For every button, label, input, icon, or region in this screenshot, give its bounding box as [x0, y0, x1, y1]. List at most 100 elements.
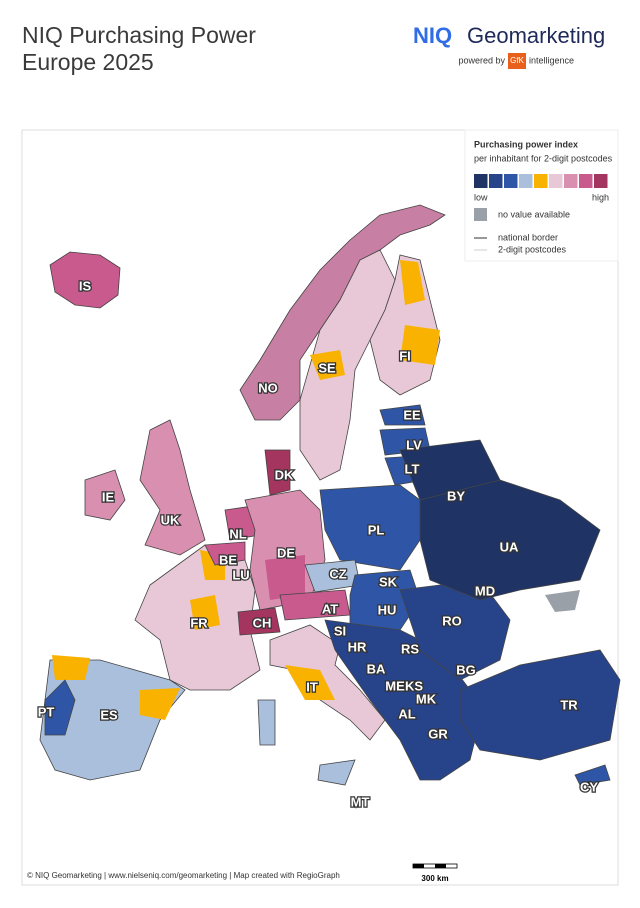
scale-bar — [412, 863, 458, 869]
country-label: IE — [102, 489, 115, 504]
legend-swatch — [594, 174, 608, 188]
country-shape — [299, 249, 396, 481]
country-label: AL — [398, 706, 415, 721]
map — [39, 204, 621, 786]
country-shape — [459, 649, 621, 761]
legend-swatch — [474, 174, 488, 188]
country-shape — [204, 541, 246, 566]
country-label: SK — [379, 574, 398, 589]
country-label: ME — [385, 678, 405, 693]
region — [285, 665, 335, 700]
brand-niq: NIQ — [413, 23, 452, 48]
scale-label: 300 km — [421, 874, 448, 883]
legend-subtitle: per inhabitant for 2-digit postcodes — [474, 153, 613, 163]
legend-low: low — [474, 192, 488, 202]
country-label: CH — [253, 615, 272, 630]
region — [310, 350, 345, 380]
legend-postcodes: 2-digit postcodes — [498, 244, 567, 254]
region — [400, 260, 425, 305]
country-label: HU — [378, 602, 397, 617]
country-label: HR — [348, 639, 367, 654]
gfk: GfK — [510, 56, 524, 65]
legend-title: Purchasing power index — [474, 139, 578, 149]
legend-swatch — [489, 174, 503, 188]
no-value-area — [545, 590, 580, 612]
country-label: NL — [229, 526, 246, 541]
country-shape — [84, 469, 126, 521]
country-label: UK — [161, 512, 180, 527]
legend-swatch — [519, 174, 533, 188]
country-shape — [279, 589, 351, 621]
region — [140, 688, 180, 720]
country-shape — [317, 759, 356, 786]
country-shape — [44, 679, 76, 736]
legend-box — [464, 129, 619, 262]
region — [52, 655, 90, 680]
country-label: CY — [580, 779, 598, 794]
country-label: IT — [306, 679, 318, 694]
region — [190, 595, 220, 630]
legend-swatch — [504, 174, 518, 188]
country-label: FR — [190, 615, 208, 630]
country-shape — [49, 251, 121, 309]
legend-no-value: no value available — [498, 209, 570, 219]
country-shape — [257, 699, 276, 746]
scale-bar-segment — [413, 864, 424, 868]
country-label: PT — [38, 704, 55, 719]
title: NIQ Purchasing Power — [22, 22, 256, 48]
country-shape — [419, 479, 601, 601]
country-label: MK — [416, 691, 437, 706]
gfk-logo — [508, 53, 526, 69]
country-label: SE — [318, 360, 336, 375]
country-label: GR — [428, 726, 448, 741]
legend-swatch — [579, 174, 593, 188]
country-labels: IS NO SE FI EE LV LT DK IE UK NL BE LU D… — [36, 277, 599, 811]
intelligence: intelligence — [529, 55, 574, 65]
country-label: ES — [100, 707, 118, 722]
country-label: BY — [447, 488, 465, 503]
country-label: UA — [500, 539, 519, 554]
country-label: BG — [456, 662, 476, 677]
country-label: MT — [351, 794, 370, 809]
country-label: NO — [258, 380, 278, 395]
legend-scale — [474, 174, 608, 188]
country-label: KS — [405, 678, 423, 693]
country-shape — [139, 419, 206, 556]
region — [265, 555, 305, 600]
country-label: EE — [403, 407, 421, 422]
country-label: LT — [405, 461, 420, 476]
legend-border: national border — [498, 232, 558, 242]
powered-by: powered by — [458, 55, 505, 65]
legend-swatch — [549, 174, 563, 188]
legend-swatch — [564, 174, 578, 188]
country-label: MD — [475, 583, 495, 598]
country-label: RS — [401, 641, 419, 656]
scale-bar-segment — [435, 864, 446, 868]
country-label: SI — [334, 623, 346, 638]
country-shape — [237, 607, 281, 636]
brand-name: Geomarketing — [467, 23, 605, 48]
country-label: RO — [442, 613, 462, 628]
country-label: DK — [275, 467, 294, 482]
country-label: PL — [368, 522, 385, 537]
country-shape — [379, 404, 426, 426]
country-label: AT — [322, 601, 338, 616]
country-label: BA — [367, 661, 386, 676]
country-label: BE — [219, 552, 237, 567]
country-shape — [574, 764, 611, 786]
footer-credit: © NIQ Geomarketing | www.nielseniq.com/g… — [27, 871, 340, 880]
country-label: LV — [406, 437, 422, 452]
country-label: DE — [277, 545, 295, 560]
country-shape — [264, 449, 291, 496]
region — [400, 325, 440, 365]
legend-swatch — [534, 174, 548, 188]
country-label: CZ — [329, 566, 346, 581]
country-label: TR — [560, 697, 578, 712]
legend-high: high — [592, 192, 609, 202]
country-shape — [319, 484, 421, 571]
country-label: FI — [399, 348, 411, 363]
title: Europe 2025 — [22, 49, 154, 75]
country-label: IS — [79, 278, 92, 293]
country-label: LU — [232, 567, 249, 582]
